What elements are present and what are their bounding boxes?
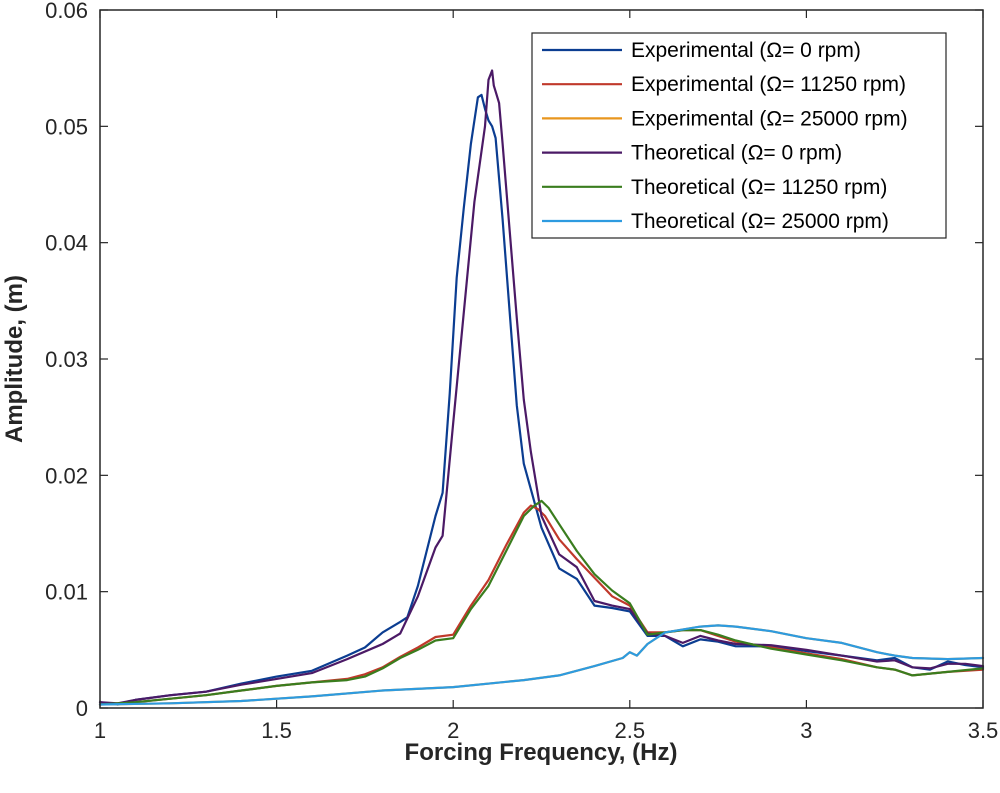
series-line-5 [98,499,985,706]
series-line-6 [98,624,985,706]
x-tick-label: 2 [447,718,459,743]
legend-label-5: Theoretical (Ω= 11250 rpm) [631,176,887,199]
x-tick-label: 3 [800,718,812,743]
x-tick-label: 2.5 [615,718,646,743]
y-tick-label: 0.05 [45,114,88,139]
x-axis-title: Forcing Frequency, (Hz) [405,739,678,766]
tick-layer: 1 1.5 2 2.5 3 3.5 0 0.01 0.02 0.03 0.04 0.05 0.06 [45,0,998,743]
legend-label-4: Theoretical (Ω= 0 rpm) [631,142,842,165]
series-line-1 [98,93,985,706]
y-tick-label: 0.03 [45,347,88,372]
x-tick-label: 1 [94,718,106,743]
plot-area: 1 1.5 2 2.5 3 3.5 0 0.01 0.02 0.03 0.04 0.05 0.06 [45,0,998,743]
legend-label-2: Experimental (Ω= 11250 rpm) [631,73,906,96]
series-layer [98,69,985,706]
legend-label-6: Theoretical (Ω= 25000 rpm) [631,210,889,233]
legend-label-3: Experimental (Ω= 25000 rpm) [631,107,908,130]
legend: Experimental (Ω= 0 rpm) Experimental (Ω= … [531,32,947,239]
y-tick-label: 0.02 [45,463,88,488]
y-axis-title: Amplitude, (m) [1,275,28,443]
x-tick-label: 3.5 [968,718,999,743]
x-tick-label: 1.5 [261,718,292,743]
legend-label-1: Experimental (Ω= 0 rpm) [631,39,861,62]
y-tick-label: 0 [76,696,88,721]
legend-box [531,32,947,239]
y-tick-label: 0.04 [45,231,88,256]
series-line-4 [98,69,985,705]
y-tick-label: 0.01 [45,580,88,605]
y-tick-label: 0.06 [45,0,88,23]
